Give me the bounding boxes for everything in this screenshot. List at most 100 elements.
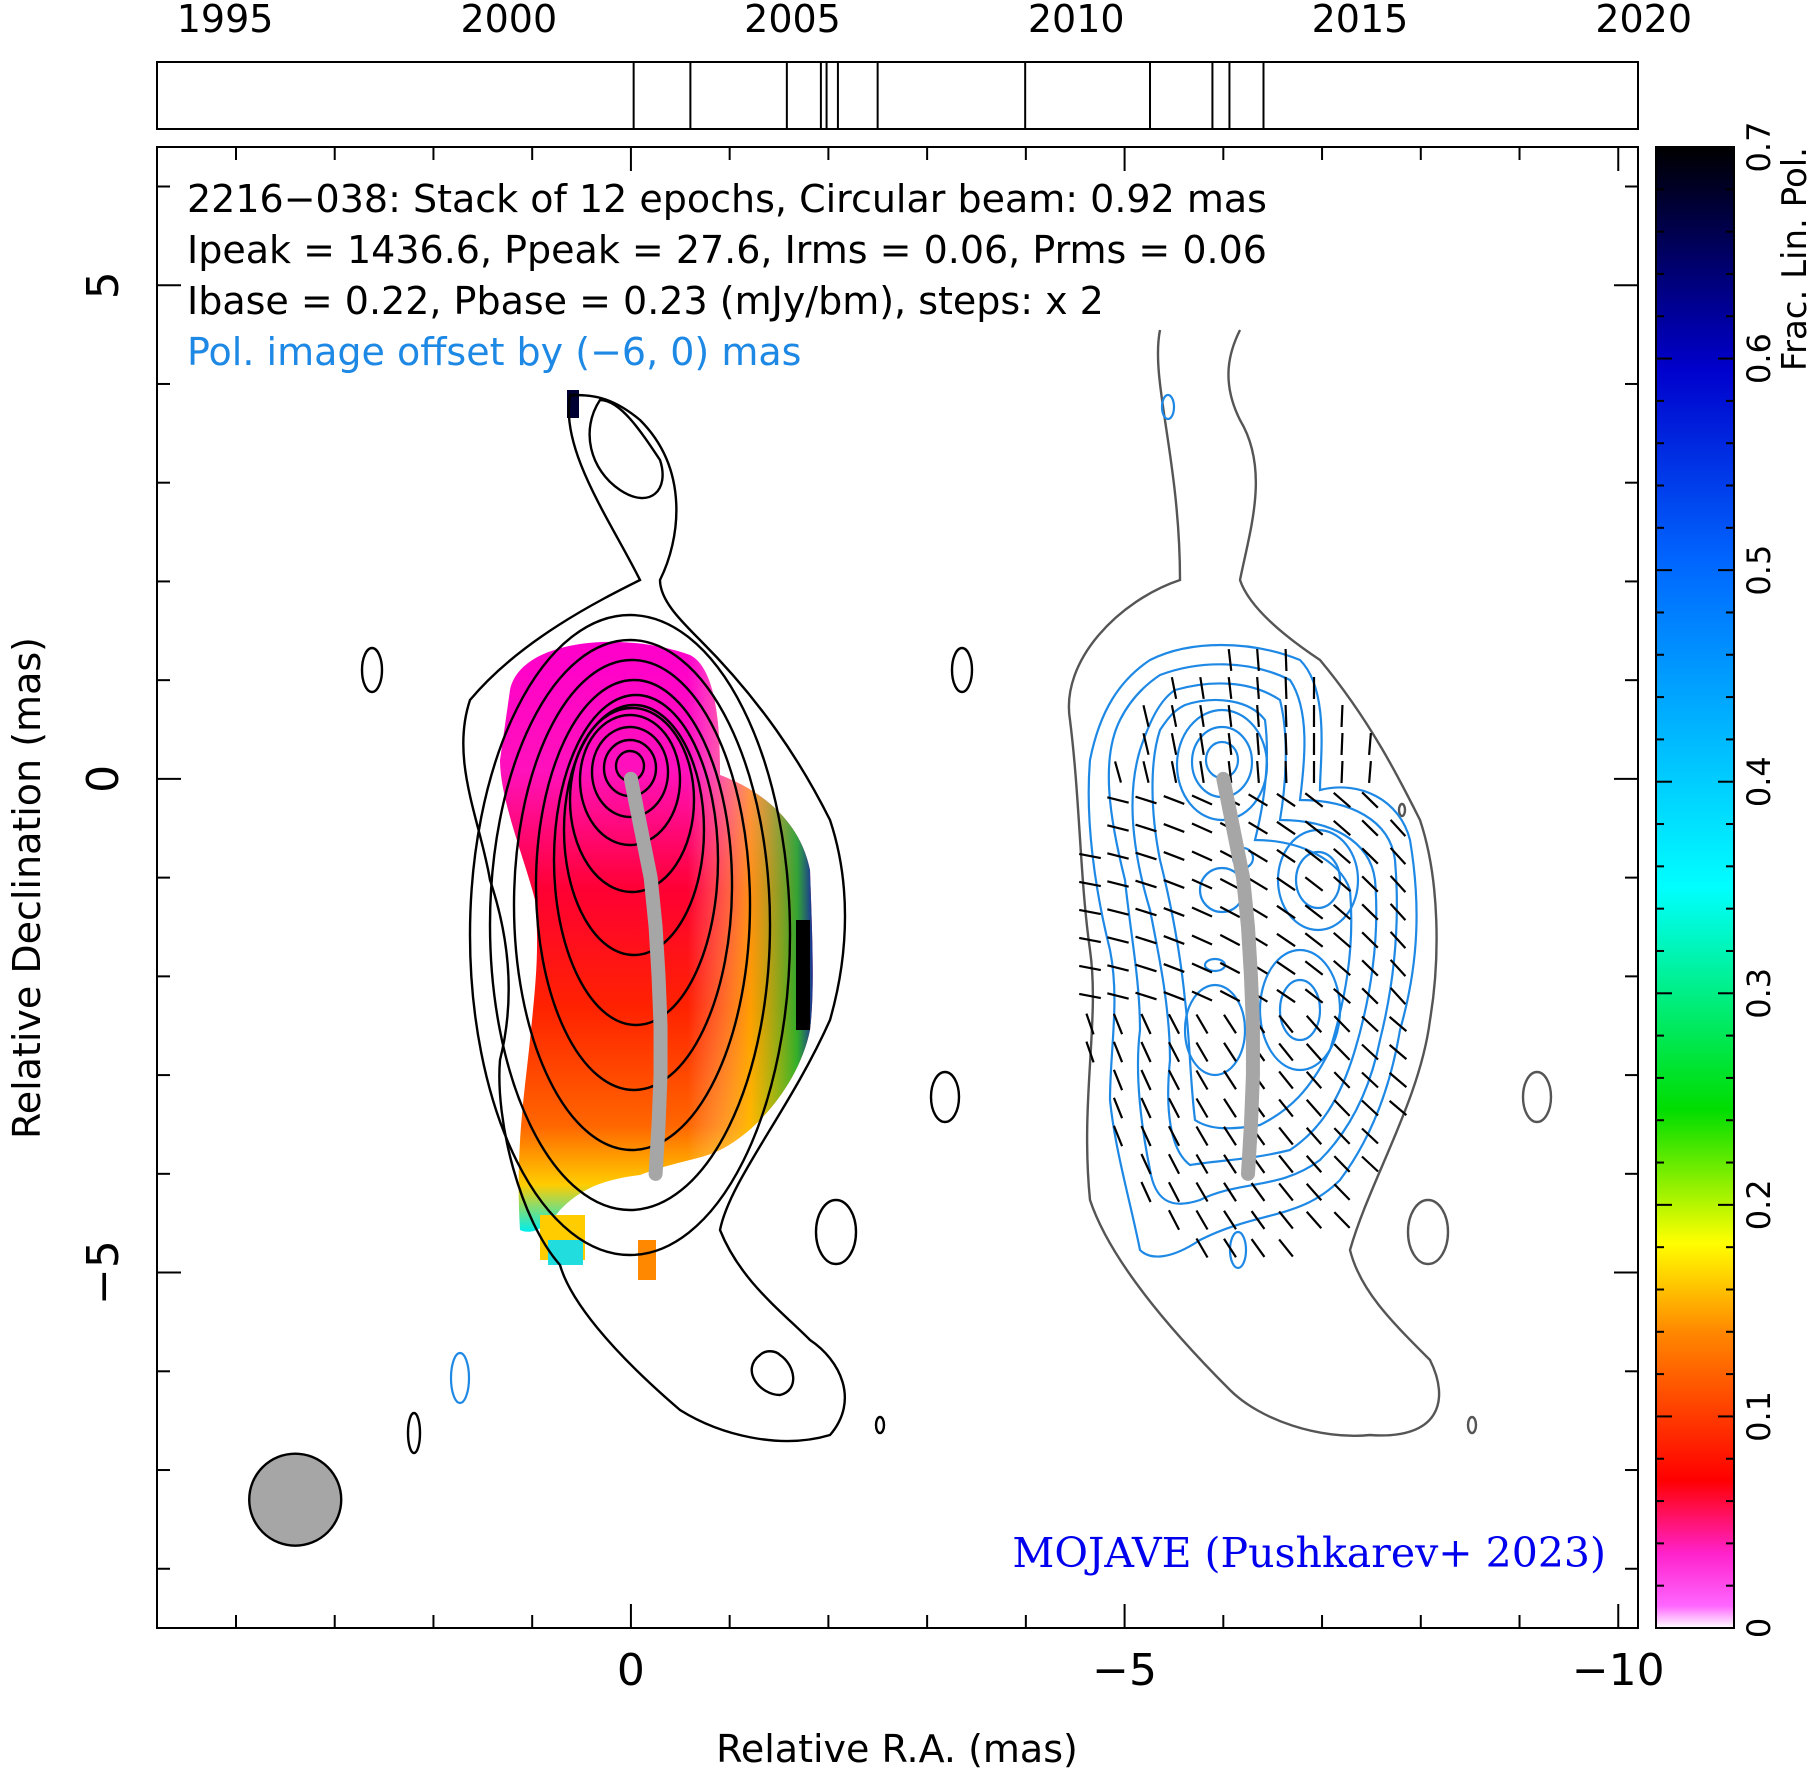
evpa-tick bbox=[1107, 936, 1129, 944]
evpa-tick bbox=[1388, 1100, 1408, 1116]
evpa-tick bbox=[1078, 964, 1102, 972]
contour-outer bbox=[462, 393, 847, 1443]
contour-ring-3 bbox=[512, 658, 752, 1152]
evpa-tick bbox=[1199, 676, 1205, 700]
evpa-tick bbox=[1085, 1041, 1095, 1063]
pol-contour-outer bbox=[1087, 643, 1418, 1258]
colorbar-tick-label: 0.1 bbox=[1740, 1391, 1778, 1442]
y-tick-label: −5 bbox=[78, 1240, 129, 1305]
pol-isolated-4 bbox=[1397, 802, 1407, 818]
contour-isolated-1 bbox=[360, 646, 384, 694]
evpa-tick bbox=[1361, 959, 1379, 977]
evpa-tick bbox=[1304, 820, 1324, 836]
evpa-tick bbox=[1304, 932, 1324, 948]
evpa-tick bbox=[1223, 1238, 1237, 1258]
evpa-tick bbox=[1276, 792, 1296, 808]
evpa-tick bbox=[1219, 905, 1241, 919]
colorbar-tick-label: 0.6 bbox=[1740, 333, 1778, 384]
evpa-tick bbox=[1140, 1097, 1152, 1119]
pol-isolated-blue-1 bbox=[1160, 393, 1176, 421]
contour-ring-1 bbox=[468, 613, 792, 1257]
evpa-tick bbox=[1333, 1211, 1351, 1229]
colorbar: 0 0.1 0.2 0.3 0.4 0.5 0.6 0.7 Frac. Lin. Pol. bbox=[1655, 122, 1815, 1638]
evpa-tick bbox=[1078, 908, 1102, 916]
annotation-line-2: Ipeak = 1436.6, Ppeak = 27.6, Irms = 0.0… bbox=[187, 228, 1267, 272]
evpa-tick bbox=[1195, 1125, 1209, 1147]
evpa-tick bbox=[1112, 1125, 1124, 1147]
evpa-tick bbox=[1227, 704, 1233, 728]
evpa-tick bbox=[1112, 1097, 1124, 1119]
evpa-tick bbox=[1135, 963, 1157, 973]
evpa-tick bbox=[1361, 903, 1379, 921]
epoch-tick-label: 1995 bbox=[177, 0, 274, 41]
evpa-tick bbox=[1276, 904, 1296, 920]
contour-ring-6 bbox=[562, 703, 706, 957]
evpa-tick bbox=[1107, 992, 1129, 1000]
evpa-tick bbox=[1167, 1181, 1181, 1203]
epoch-tick-label: 2015 bbox=[1312, 0, 1409, 41]
evpa-tick bbox=[1140, 1125, 1152, 1147]
evpa-tick bbox=[1304, 960, 1324, 976]
contour-ring-9 bbox=[590, 725, 670, 819]
evpa-tick bbox=[1332, 931, 1352, 949]
colorbar-ticks bbox=[1656, 146, 1734, 1629]
evpa-tick bbox=[1305, 1099, 1323, 1117]
evpa-tick bbox=[1191, 962, 1213, 974]
evpa-tick bbox=[1361, 1127, 1379, 1145]
evpa-tick bbox=[1107, 880, 1129, 888]
evpa-tick bbox=[1388, 1044, 1408, 1060]
evpa-tick bbox=[1163, 991, 1185, 1001]
evpa-tick bbox=[1107, 908, 1129, 916]
evpa-tick bbox=[1223, 1042, 1237, 1062]
ridge-line-polarization bbox=[1216, 771, 1260, 1181]
evpa-tick bbox=[1256, 704, 1260, 728]
evpa-tick bbox=[1135, 851, 1157, 861]
evpa-tick bbox=[1361, 819, 1379, 837]
evpa-tick bbox=[1361, 875, 1379, 893]
pol-isolated-3 bbox=[1466, 1415, 1478, 1435]
evpa-tick bbox=[1142, 761, 1150, 783]
evpa-tick bbox=[1278, 1014, 1294, 1034]
evpa-tick bbox=[1112, 1041, 1124, 1063]
contour-ring-4 bbox=[534, 678, 734, 1092]
epoch-timeline: 1995 2000 2005 2010 2015 2020 bbox=[156, 0, 1692, 130]
ridge-lines bbox=[623, 771, 1260, 1181]
evpa-tick bbox=[1305, 1043, 1323, 1061]
evpa-tick bbox=[1223, 1014, 1237, 1034]
evpa-tick bbox=[1248, 849, 1268, 863]
evpa-tick bbox=[1163, 851, 1185, 861]
frac-pol-blob-side bbox=[796, 920, 810, 1030]
evpa-tick bbox=[1167, 1013, 1181, 1035]
contour-isolated-4 bbox=[814, 1198, 858, 1266]
evpa-tick bbox=[1227, 760, 1233, 784]
epoch-timeline-frame bbox=[156, 61, 1639, 130]
evpa-tick bbox=[1199, 704, 1205, 728]
evpa-tick bbox=[1195, 1153, 1209, 1175]
annotation-line-3: Ibase = 0.22, Pbase = 0.23 (mJy/bm), ste… bbox=[187, 279, 1104, 323]
evpa-tick bbox=[1305, 1211, 1323, 1229]
evpa-tick bbox=[1361, 987, 1379, 1005]
evpa-tick bbox=[1278, 1154, 1294, 1174]
pol-isolated-2 bbox=[1406, 1198, 1450, 1266]
evpa-tick bbox=[1304, 792, 1324, 808]
evpa-tick bbox=[1361, 1015, 1379, 1033]
evpa-tick bbox=[1361, 791, 1379, 809]
evpa-tick bbox=[1332, 959, 1352, 977]
evpa-tick bbox=[1248, 877, 1268, 891]
evpa-tick bbox=[1276, 820, 1296, 836]
evpa-tick bbox=[1142, 733, 1150, 755]
evpa-tick bbox=[1389, 903, 1407, 921]
pol-knot-3b bbox=[1278, 978, 1322, 1042]
evpa-tick bbox=[1191, 878, 1213, 890]
pol-contour-2 bbox=[1107, 663, 1398, 1205]
evpa-tick bbox=[1278, 1126, 1294, 1146]
evpa-tick bbox=[1304, 904, 1324, 920]
evpa-tick bbox=[1340, 760, 1344, 784]
colorbar-tick-label: 0.5 bbox=[1740, 545, 1778, 596]
evpa-tick bbox=[1256, 676, 1260, 700]
evpa-tick bbox=[1223, 1126, 1237, 1146]
evpa-tick bbox=[1250, 1182, 1266, 1202]
pol-isolated-1 bbox=[1521, 1070, 1553, 1124]
evpa-tick bbox=[1389, 875, 1407, 893]
evpa-tick bbox=[1340, 704, 1344, 728]
